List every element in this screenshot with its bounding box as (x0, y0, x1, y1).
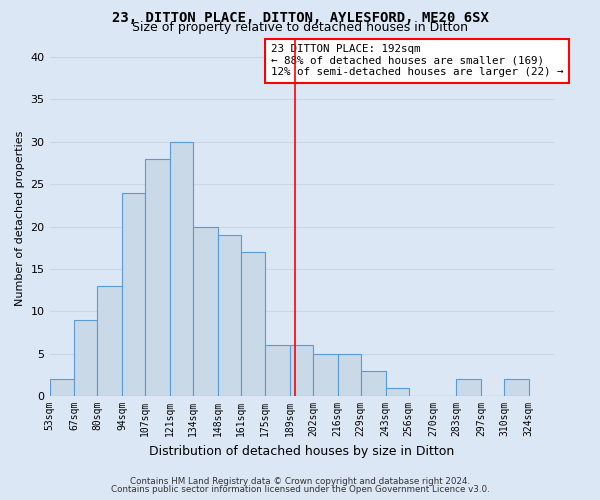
Bar (218, 235, 241, 396)
Bar (456, 379, 481, 396)
Bar (145, 158, 170, 396)
Bar (290, 345, 313, 396)
Bar (97, 286, 122, 396)
Text: Size of property relative to detached houses in Ditton: Size of property relative to detached ho… (132, 22, 468, 35)
Bar (361, 370, 386, 396)
Bar (170, 142, 193, 396)
Text: Contains public sector information licensed under the Open Government Licence v3: Contains public sector information licen… (110, 484, 490, 494)
Text: Contains HM Land Registry data © Crown copyright and database right 2024.: Contains HM Land Registry data © Crown c… (130, 477, 470, 486)
Text: 23 DITTON PLACE: 192sqm
← 88% of detached houses are smaller (169)
12% of semi-d: 23 DITTON PLACE: 192sqm ← 88% of detache… (271, 44, 563, 78)
Bar (122, 192, 145, 396)
Bar (265, 345, 290, 396)
Bar (504, 379, 529, 396)
Y-axis label: Number of detached properties: Number of detached properties (15, 130, 25, 306)
Bar (193, 226, 218, 396)
Bar (338, 354, 361, 396)
Bar (386, 388, 409, 396)
Bar (50, 379, 74, 396)
Bar (313, 354, 338, 396)
Bar (74, 320, 97, 396)
Bar (241, 252, 265, 396)
Text: 23, DITTON PLACE, DITTON, AYLESFORD, ME20 6SX: 23, DITTON PLACE, DITTON, AYLESFORD, ME2… (112, 11, 488, 25)
X-axis label: Distribution of detached houses by size in Ditton: Distribution of detached houses by size … (149, 444, 454, 458)
